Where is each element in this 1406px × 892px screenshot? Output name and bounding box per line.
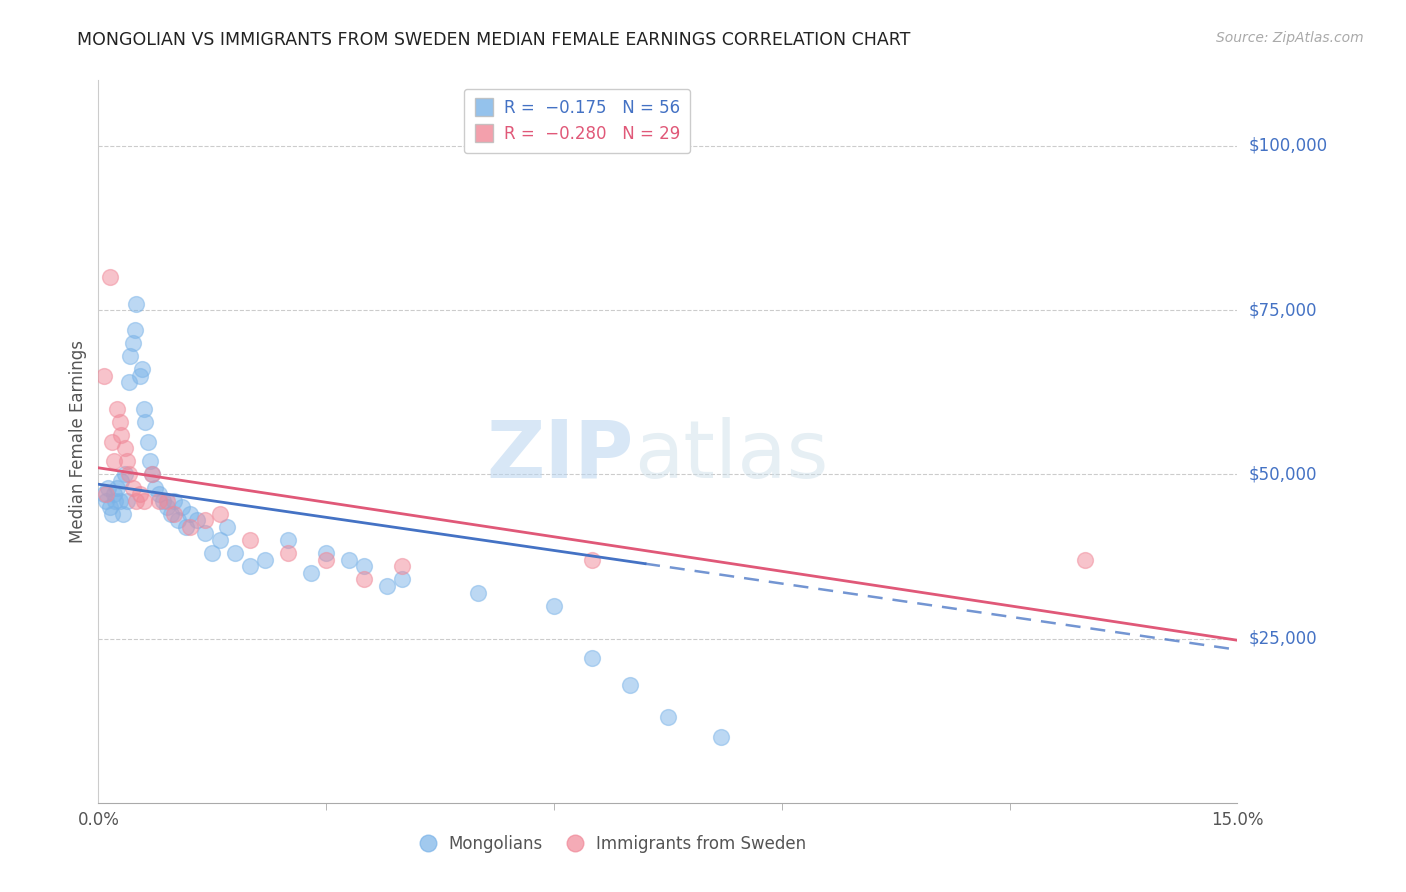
Mongolians <box>148 487 170 501</box>
Text: $25,000: $25,000 <box>1249 630 1317 648</box>
Mongolians <box>93 487 115 501</box>
Mongolians <box>391 573 413 587</box>
Y-axis label: Median Female Earnings: Median Female Earnings <box>69 340 87 543</box>
Mongolians <box>131 362 153 376</box>
Mongolians <box>96 481 118 495</box>
Immigrants from Sweden <box>132 493 155 508</box>
Mongolians <box>170 500 193 515</box>
Mongolians <box>277 533 299 547</box>
Mongolians <box>141 467 163 482</box>
Mongolians <box>201 546 224 560</box>
Immigrants from Sweden <box>107 401 129 416</box>
Text: ZIP: ZIP <box>486 417 634 495</box>
Mongolians <box>114 467 136 482</box>
Mongolians <box>353 559 375 574</box>
Mongolians <box>167 513 190 527</box>
Mongolians <box>145 481 167 495</box>
Mongolians <box>254 553 277 567</box>
Legend: Mongolians, Immigrants from Sweden: Mongolians, Immigrants from Sweden <box>409 828 813 860</box>
Mongolians <box>194 526 217 541</box>
Mongolians <box>118 376 141 390</box>
Mongolians <box>710 730 733 744</box>
Immigrants from Sweden <box>163 507 186 521</box>
Mongolians <box>174 520 197 534</box>
Text: $50,000: $50,000 <box>1249 466 1317 483</box>
Mongolians <box>129 368 152 383</box>
Mongolians <box>104 493 127 508</box>
Mongolians <box>103 487 125 501</box>
Mongolians <box>136 434 159 449</box>
Mongolians <box>467 585 489 599</box>
Mongolians <box>117 493 139 508</box>
Mongolians <box>101 507 124 521</box>
Immigrants from Sweden <box>117 454 139 468</box>
Immigrants from Sweden <box>315 553 337 567</box>
Mongolians <box>124 323 146 337</box>
Immigrants from Sweden <box>581 553 603 567</box>
Immigrants from Sweden <box>108 415 131 429</box>
Text: MONGOLIAN VS IMMIGRANTS FROM SWEDEN MEDIAN FEMALE EARNINGS CORRELATION CHART: MONGOLIAN VS IMMIGRANTS FROM SWEDEN MEDI… <box>77 31 911 49</box>
Mongolians <box>543 599 565 613</box>
Mongolians <box>163 493 186 508</box>
Mongolians <box>125 296 148 310</box>
Mongolians <box>619 677 641 691</box>
Mongolians <box>94 493 117 508</box>
Immigrants from Sweden <box>277 546 299 560</box>
Mongolians <box>121 336 143 351</box>
Mongolians <box>179 507 201 521</box>
Immigrants from Sweden <box>194 513 217 527</box>
Mongolians <box>239 559 262 574</box>
Immigrants from Sweden <box>110 428 132 442</box>
Mongolians <box>134 415 156 429</box>
Mongolians <box>139 454 162 468</box>
Mongolians <box>132 401 155 416</box>
Mongolians <box>120 349 142 363</box>
Mongolians <box>152 493 174 508</box>
Mongolians <box>107 481 129 495</box>
Immigrants from Sweden <box>353 573 375 587</box>
Immigrants from Sweden <box>94 487 117 501</box>
Mongolians <box>208 533 231 547</box>
Mongolians <box>112 507 135 521</box>
Text: Source: ZipAtlas.com: Source: ZipAtlas.com <box>1216 31 1364 45</box>
Mongolians <box>375 579 398 593</box>
Mongolians <box>217 520 239 534</box>
Text: atlas: atlas <box>634 417 828 495</box>
Mongolians <box>581 651 603 665</box>
Mongolians <box>98 500 121 515</box>
Immigrants from Sweden <box>103 454 125 468</box>
Immigrants from Sweden <box>148 493 170 508</box>
Mongolians <box>110 474 132 488</box>
Immigrants from Sweden <box>93 368 115 383</box>
Mongolians <box>337 553 360 567</box>
Immigrants from Sweden <box>121 481 143 495</box>
Mongolians <box>186 513 208 527</box>
Mongolians <box>315 546 337 560</box>
Mongolians <box>156 500 179 515</box>
Immigrants from Sweden <box>141 467 163 482</box>
Mongolians <box>108 493 131 508</box>
Immigrants from Sweden <box>1074 553 1097 567</box>
Immigrants from Sweden <box>179 520 201 534</box>
Mongolians <box>657 710 679 724</box>
Immigrants from Sweden <box>114 441 136 455</box>
Immigrants from Sweden <box>391 559 413 574</box>
Mongolians <box>224 546 246 560</box>
Immigrants from Sweden <box>129 487 152 501</box>
Immigrants from Sweden <box>208 507 231 521</box>
Immigrants from Sweden <box>239 533 262 547</box>
Text: $100,000: $100,000 <box>1249 137 1327 155</box>
Immigrants from Sweden <box>98 270 121 285</box>
Mongolians <box>299 566 322 580</box>
Immigrants from Sweden <box>101 434 124 449</box>
Immigrants from Sweden <box>118 467 141 482</box>
Mongolians <box>159 507 181 521</box>
Immigrants from Sweden <box>156 493 179 508</box>
Immigrants from Sweden <box>125 493 148 508</box>
Text: $75,000: $75,000 <box>1249 301 1317 319</box>
